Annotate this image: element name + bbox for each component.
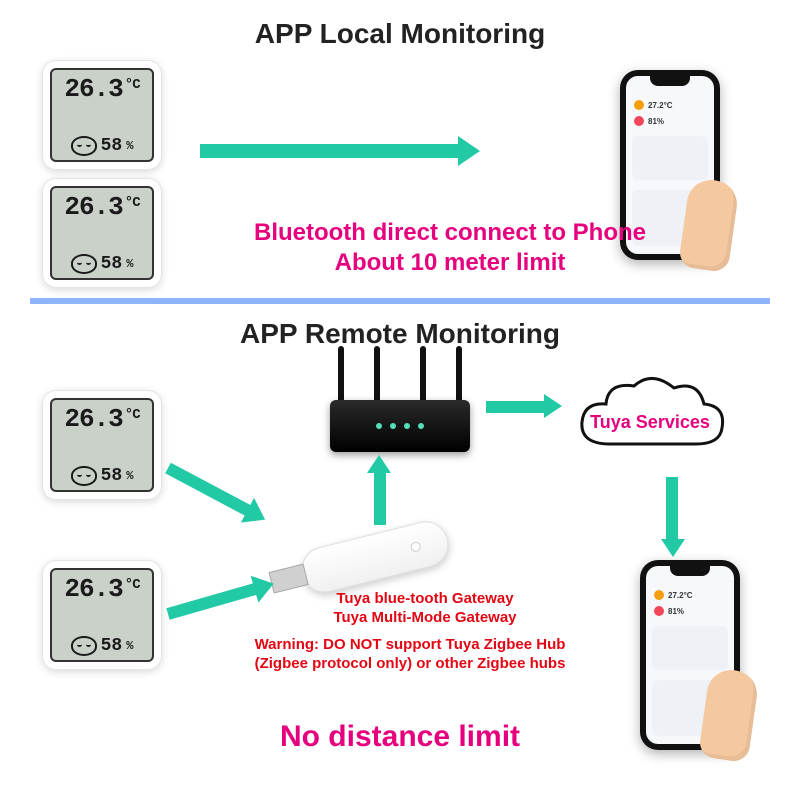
sensor-device: 26.3 °C 58 %	[42, 390, 162, 500]
sensor-temp-unit: °C	[125, 196, 140, 210]
sensor-humidity-value: 58	[101, 136, 123, 156]
arrow-icon	[200, 140, 480, 162]
cloud-icon: Tuya Services	[570, 374, 730, 464]
gateway-label: Tuya blue-tooth Gateway Tuya Multi-Mode …	[260, 590, 590, 628]
usb-dongle-device	[297, 517, 454, 598]
warning-line2: (Zigbee protocol only) or other Zigbee h…	[200, 655, 620, 674]
sensor-humidity-unit: %	[126, 639, 133, 653]
face-icon	[71, 636, 97, 656]
phone-hum: 81%	[668, 607, 684, 616]
sensor-humidity-unit: %	[126, 139, 133, 153]
sensor-temp-unit: °C	[125, 78, 140, 92]
sensor-temp-value: 26.3	[64, 576, 122, 602]
sensor-lcd: 26.3 °C 58 %	[50, 568, 154, 662]
warning-line1: Warning: DO NOT support Tuya Zigbee Hub	[200, 636, 620, 655]
sensor-humidity-value: 58	[101, 636, 123, 656]
arrow-icon	[163, 459, 270, 528]
section-title-remote: APP Remote Monitoring	[0, 318, 800, 350]
sensor-temp-unit: °C	[125, 578, 140, 592]
face-icon	[71, 136, 97, 156]
sensor-lcd: 26.3 °C 58 %	[50, 398, 154, 492]
gateway-line2: Tuya Multi-Mode Gateway	[260, 609, 590, 628]
section-title-local: APP Local Monitoring	[0, 18, 800, 50]
cloud-label: Tuya Services	[570, 412, 730, 433]
sensor-temp-value: 26.3	[64, 406, 122, 432]
face-icon	[71, 254, 97, 274]
local-caption-line2: About 10 meter limit	[170, 248, 730, 278]
local-caption: Bluetooth direct connect to Phone About …	[170, 218, 730, 278]
router-device	[330, 400, 470, 452]
section-divider	[30, 298, 770, 304]
sensor-device: 26.3 °C 58 %	[42, 178, 162, 288]
sensor-lcd: 26.3 °C 58 %	[50, 68, 154, 162]
phone-temp: 27.2°C	[648, 101, 673, 110]
sensor-lcd: 26.3 °C 58 %	[50, 186, 154, 280]
sensor-temp-unit: °C	[125, 408, 140, 422]
sensor-humidity-value: 58	[101, 466, 123, 486]
sensor-device: 26.3 °C 58 %	[42, 560, 162, 670]
phone-temp: 27.2°C	[668, 591, 693, 600]
sensor-temp-value: 26.3	[64, 76, 122, 102]
sensor-humidity-value: 58	[101, 254, 123, 274]
sensor-humidity-unit: %	[126, 469, 133, 483]
arrow-icon	[371, 455, 389, 525]
no-distance-limit: No distance limit	[0, 718, 800, 756]
sensor-humidity-unit: %	[126, 257, 133, 271]
arrow-icon	[486, 398, 562, 416]
arrow-icon	[663, 477, 681, 557]
sensor-temp-value: 26.3	[64, 194, 122, 220]
phone-hum: 81%	[648, 117, 664, 126]
face-icon	[71, 466, 97, 486]
local-caption-line1: Bluetooth direct connect to Phone	[170, 218, 730, 248]
sensor-device: 26.3 °C 58 %	[42, 60, 162, 170]
warning-text: Warning: DO NOT support Tuya Zigbee Hub …	[200, 636, 620, 674]
gateway-line1: Tuya blue-tooth Gateway	[260, 590, 590, 609]
